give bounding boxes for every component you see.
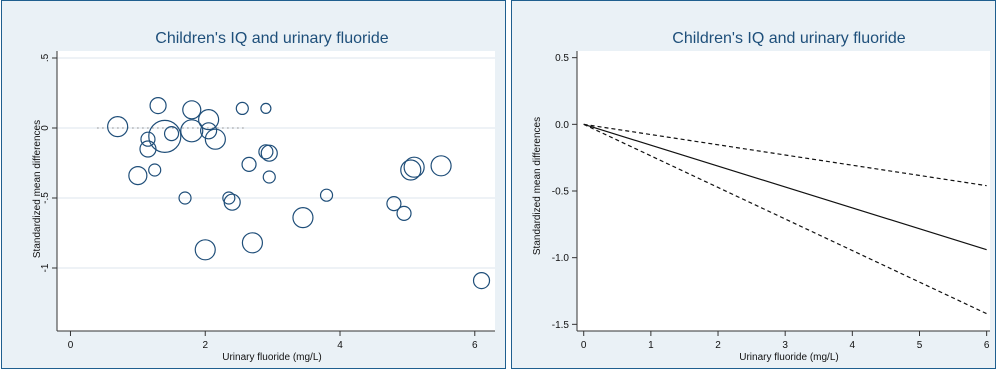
x-axis-label: Urinary fluoride (mg/L) bbox=[739, 352, 838, 363]
data-point bbox=[260, 102, 272, 115]
regression-chart-panel: Children's IQ and urinary fluoride 0.5 0.… bbox=[511, 0, 996, 369]
scatter-chart-panel: Children's IQ and urinary fluoride .5 0 -.… bbox=[1, 0, 506, 369]
x-tick-label: 0 bbox=[581, 340, 587, 351]
x-tick-label: 0 bbox=[68, 340, 74, 351]
data-point bbox=[472, 272, 491, 290]
x-tick-label: 6 bbox=[472, 340, 478, 351]
y-axis-label: Standardized mean differences bbox=[32, 120, 43, 258]
data-point bbox=[241, 156, 257, 172]
y-axis-label: Standardized mean differences bbox=[532, 117, 543, 255]
plot-area: 0.5 0.0 -0.5 -1.0 -1.5 0 1 2 3 4 5 6 bbox=[552, 51, 990, 351]
data-point bbox=[396, 205, 412, 221]
data-point bbox=[178, 191, 192, 205]
data-point bbox=[198, 108, 220, 131]
x-axis-label: Urinary fluoride (mg/L) bbox=[222, 352, 321, 363]
data-point bbox=[222, 191, 236, 205]
data-point bbox=[182, 100, 202, 120]
chart-title: Children's IQ and urinary fluoride bbox=[155, 30, 388, 47]
x-tick-label: 4 bbox=[337, 340, 343, 351]
plot-background bbox=[57, 51, 495, 331]
data-point bbox=[128, 166, 148, 186]
y-tick-label: .5 bbox=[40, 53, 51, 62]
data-point bbox=[403, 156, 425, 178]
data-point bbox=[241, 232, 264, 254]
plot-area: .5 0 -.5 -1 0 2 4 6 bbox=[40, 51, 495, 351]
y-tick-label: 0.0 bbox=[555, 120, 569, 131]
regression-line bbox=[583, 123, 987, 251]
y-tick-label: 0.5 bbox=[555, 53, 569, 64]
data-point bbox=[194, 239, 216, 261]
x-tick-label: 6 bbox=[984, 340, 990, 351]
chart-title: Children's IQ and urinary fluoride bbox=[672, 30, 905, 47]
y-tick-label: -1.0 bbox=[552, 253, 570, 264]
data-point bbox=[430, 155, 452, 177]
scatter-chart: Children's IQ and urinary fluoride .5 0 -.… bbox=[32, 30, 495, 363]
regression-chart: Children's IQ and urinary fluoride 0.50.… bbox=[532, 30, 990, 363]
x-tick-label: 2 bbox=[715, 340, 721, 351]
y-tick-label: -1 bbox=[40, 263, 51, 272]
x-tick-label: 5 bbox=[917, 340, 923, 351]
data-point bbox=[258, 144, 274, 160]
data-point bbox=[292, 207, 314, 229]
data-point bbox=[163, 126, 180, 142]
data-point bbox=[107, 115, 129, 138]
data-point bbox=[235, 101, 249, 116]
x-tick-label: 2 bbox=[202, 340, 208, 351]
data-point bbox=[262, 170, 276, 184]
data-point bbox=[180, 119, 204, 143]
data-point bbox=[260, 144, 278, 162]
x-tick-label: 3 bbox=[782, 340, 788, 351]
data-point bbox=[319, 188, 334, 202]
data-point bbox=[400, 159, 422, 181]
data-point bbox=[204, 128, 226, 150]
data-point bbox=[386, 196, 402, 212]
y-tick-label: 0 bbox=[40, 125, 51, 131]
data-point bbox=[149, 96, 167, 115]
x-tick-label: 1 bbox=[648, 340, 654, 351]
x-tick-label: 4 bbox=[850, 340, 856, 351]
y-tick-label: -.5 bbox=[40, 192, 51, 204]
confidence-bound-line bbox=[583, 123, 987, 187]
data-point bbox=[148, 119, 182, 153]
y-tick-label: -0.5 bbox=[552, 187, 570, 198]
data-point bbox=[140, 131, 156, 147]
data-point bbox=[139, 140, 157, 158]
y-tick-label: -1.5 bbox=[552, 320, 570, 331]
data-point bbox=[200, 122, 218, 140]
data-point bbox=[148, 163, 162, 177]
plot-background bbox=[577, 51, 990, 331]
data-point bbox=[223, 193, 241, 211]
